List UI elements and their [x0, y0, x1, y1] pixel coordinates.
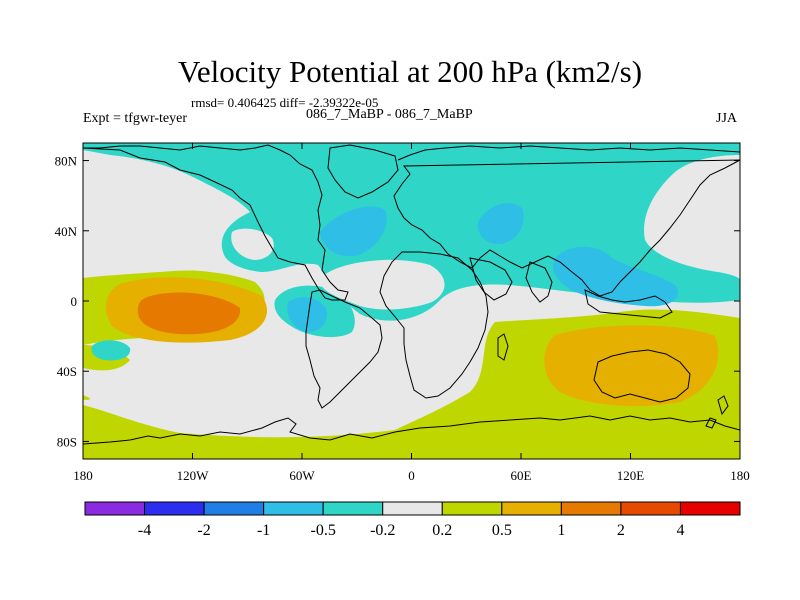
y-tick-label: 40N: [55, 224, 78, 239]
axis-ticks: 180 120W 60W 0 60E 120E 180 80N 40N 0 40S 80S: [55, 143, 750, 483]
colorbar-label: -0.2: [370, 522, 395, 539]
field-indian-orange: [544, 325, 719, 407]
coast-north-america: [83, 144, 349, 301]
coast-south-america: [305, 289, 383, 409]
colorbar-label: 0.2: [432, 522, 452, 539]
colorbar-swatch: [501, 501, 562, 516]
field-north-neutral-4: [649, 155, 740, 276]
field-north-neutral-3: [83, 155, 269, 282]
field-asia-minus1: [477, 203, 524, 245]
plot-title: Velocity Potential at 200 hPa (km2/s): [177, 54, 643, 89]
field-pacific-core: [137, 292, 241, 335]
field-pacific-minus1: [552, 246, 679, 307]
coast-australia: [593, 349, 691, 403]
experiment-name: 086_7_MaBP - 086_7_MaBP: [306, 107, 473, 122]
colorbar-swatch: [84, 501, 146, 516]
x-tick-label: 120E: [617, 468, 645, 483]
field-pacific-small-negative: [91, 340, 131, 361]
colorbar-swatch: [322, 501, 384, 516]
coast-eurasia: [393, 145, 740, 297]
coast-new-zealand: [705, 395, 729, 429]
coast-india: [525, 261, 553, 303]
y-tick-label: 80S: [57, 434, 77, 449]
y-tick-label: 0: [71, 294, 78, 309]
colorbar-swatch: [144, 501, 205, 516]
x-tick-label: 60E: [511, 468, 532, 483]
colorbar-swatch: [679, 501, 741, 516]
coastlines: [83, 144, 740, 445]
colorbar-swatch: [382, 501, 443, 516]
field-atlantic-minus1: [287, 297, 328, 332]
field-north-neutral-1: [231, 228, 274, 260]
colorbar-label: 4: [676, 522, 684, 539]
colorbar: -4 -2 -1 -0.5 -0.2 0.2 0.5 1 2 4: [84, 501, 741, 539]
x-tick-label: 0: [408, 468, 415, 483]
coast-greenland: [327, 144, 399, 199]
colorbar-swatch: [560, 501, 622, 516]
stats-text: rmsd= 0.406425 diff= -2.39322e-05: [191, 95, 379, 110]
colorbar-swatch: [263, 501, 324, 516]
field-europe-minus1: [320, 206, 387, 257]
coast-southeast-asia: [584, 289, 673, 319]
colorbar-label: -2: [197, 522, 210, 539]
colorbar-label: -1: [257, 522, 270, 539]
colorbar-swatch: [441, 501, 503, 516]
colorbar-label: -0.5: [311, 522, 336, 539]
colorbar-label: 0.5: [492, 522, 512, 539]
colorbar-swatch: [203, 501, 265, 516]
coast-antarctica: [83, 415, 740, 445]
x-tick-label: 120W: [177, 468, 210, 483]
colorbar-swatch: [620, 501, 681, 516]
coast-madagascar: [497, 333, 509, 361]
colorbar-label: 2: [617, 522, 625, 539]
contour-field: [83, 143, 740, 459]
season-label: JJA: [716, 111, 738, 126]
colorbar-label: 1: [557, 522, 565, 539]
coast-arabia: [469, 257, 513, 301]
x-tick-label: 180: [73, 468, 93, 483]
y-tick-label: 40S: [57, 364, 77, 379]
y-tick-label: 80N: [55, 154, 78, 169]
colorbar-label: -4: [138, 522, 151, 539]
x-tick-label: 60W: [289, 468, 315, 483]
experiment-label: Expt = tfgwr-teyer: [83, 111, 188, 126]
x-tick-label: 180: [730, 468, 750, 483]
